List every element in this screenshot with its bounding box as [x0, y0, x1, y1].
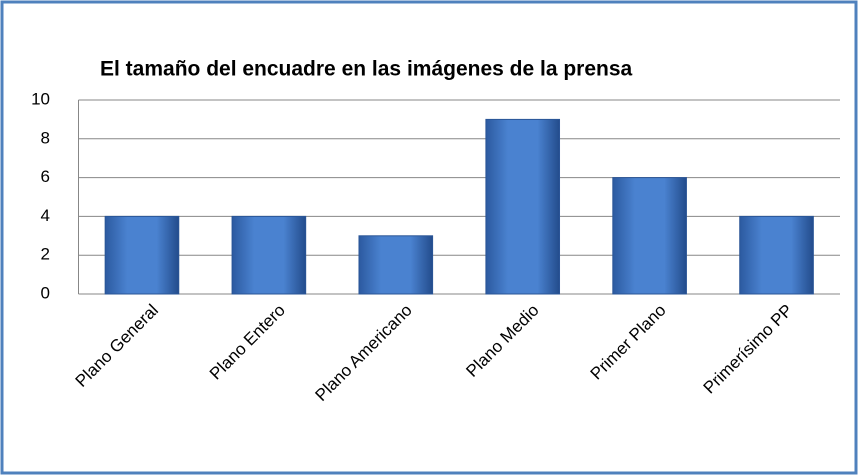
- bar: [612, 177, 687, 295]
- bar: [485, 118, 561, 295]
- bar: [104, 215, 180, 295]
- y-tick-label: 6: [41, 167, 50, 186]
- y-tick-label: 10: [31, 89, 50, 108]
- y-tick-label: 4: [41, 206, 50, 225]
- chart-title: El tamaño del encuadre en las imágenes d…: [100, 58, 633, 81]
- y-tick-label: 8: [41, 128, 50, 147]
- bar: [231, 215, 307, 295]
- bar: [739, 215, 814, 295]
- y-tick-label: 0: [41, 283, 50, 302]
- y-tick-label: 2: [41, 245, 50, 264]
- bar: [358, 235, 434, 295]
